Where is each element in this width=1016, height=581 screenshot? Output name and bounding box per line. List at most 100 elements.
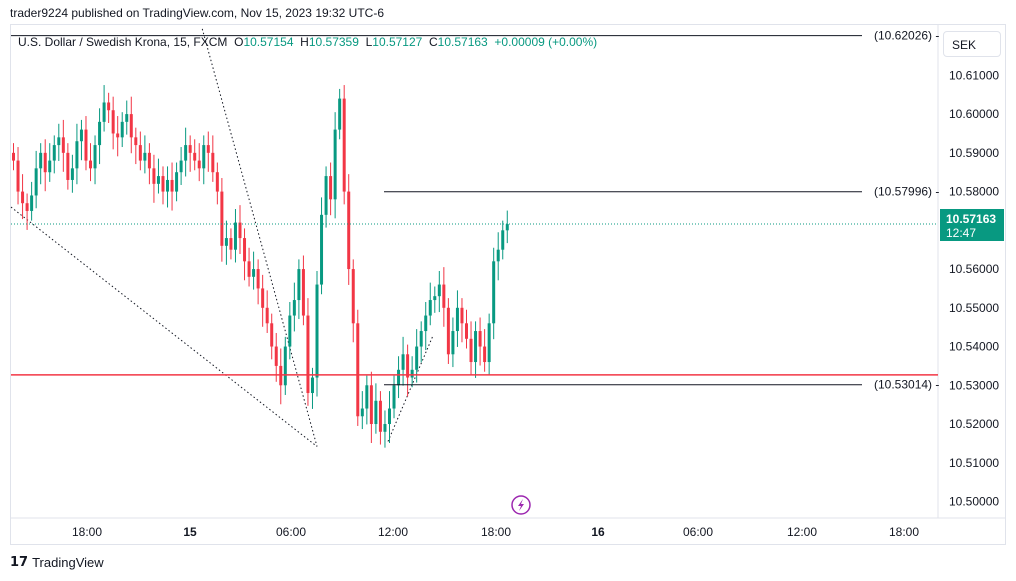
candle-body — [465, 323, 468, 339]
symbol-legend[interactable]: U.S. Dollar / Swedish Krona, 15, FXCM O1… — [18, 35, 598, 49]
candle-body — [12, 152, 15, 161]
candle-body — [184, 145, 188, 161]
candle-body — [52, 145, 56, 161]
candle-body — [442, 284, 446, 308]
candle-body — [446, 307, 450, 355]
candle-body — [89, 160, 93, 169]
candle-body — [25, 203, 29, 211]
candle-body — [496, 249, 500, 262]
time-axis: 18:00 15 06:00 12:00 18:00 16 06:00 12:00 18:00 — [72, 525, 919, 539]
tv-logo-icon: 17 — [10, 555, 29, 570]
candle-body — [129, 114, 133, 138]
candle-body — [474, 331, 478, 363]
time-tick-7: 12:00 — [787, 525, 817, 539]
candle-body — [166, 179, 170, 192]
candle-body — [79, 129, 83, 142]
candle-body — [292, 300, 296, 316]
candle-body — [202, 145, 206, 169]
time-tick-5: 16 — [591, 525, 605, 539]
candle-body — [57, 137, 61, 146]
low-value: 10.57127 — [372, 35, 423, 49]
price-tick-5: 10.55000 — [949, 301, 999, 315]
candle-body — [374, 400, 378, 425]
candle-body — [188, 145, 192, 153]
price-tick-3: 10.58000 — [949, 185, 999, 199]
price-tick-9: 10.51000 — [949, 456, 999, 470]
candle-body — [410, 369, 414, 378]
candle-body — [265, 307, 269, 324]
candle-body — [34, 168, 38, 196]
candle-body — [233, 222, 237, 250]
candle-body — [310, 377, 314, 394]
candle-body — [120, 121, 124, 138]
candle-body — [451, 331, 455, 355]
candle-body — [333, 129, 337, 200]
candle-body — [238, 222, 242, 239]
candle-body — [369, 385, 373, 425]
candle-body — [48, 160, 52, 173]
currency-button[interactable]: SEK — [943, 31, 1001, 57]
tradingview-logo[interactable]: 17 TradingView — [10, 555, 104, 570]
candle-body — [401, 354, 405, 370]
trend-line-rise[interactable] — [387, 334, 434, 442]
last-price-label: 10.57163 12:47 — [940, 209, 1004, 241]
candle-body — [419, 331, 423, 347]
candle-body — [505, 224, 509, 231]
chart-frame[interactable] — [10, 24, 1006, 545]
flash-icon[interactable] — [511, 495, 531, 515]
candle-body — [288, 315, 292, 347]
candle-body — [324, 176, 328, 215]
candle-body — [143, 152, 147, 161]
candle-body — [306, 315, 310, 394]
candle-body — [483, 346, 487, 363]
price-tick-7: 10.53000 — [949, 378, 999, 392]
candle-body — [455, 307, 459, 332]
candle-body — [424, 315, 428, 332]
candle-body — [397, 369, 401, 386]
candle-body — [501, 230, 505, 250]
last-price-value: 10.57163 — [946, 212, 997, 226]
candle-body — [75, 141, 79, 169]
open-value: 10.57154 — [243, 35, 294, 49]
time-tick-0: 18:00 — [72, 525, 102, 539]
candle-body — [329, 176, 333, 200]
candle-body — [243, 238, 247, 262]
candle-body — [70, 168, 74, 180]
candle-body — [433, 296, 437, 301]
candle-body — [342, 98, 346, 192]
price-tick-1: 10.60000 — [949, 107, 999, 121]
level-label-0: (10.62026) - — [874, 29, 939, 43]
price-tick-10: 10.50000 — [949, 495, 999, 509]
candle-body — [116, 133, 120, 138]
level-label-1: (10.57996) - — [874, 185, 939, 199]
candle-body — [84, 129, 88, 161]
price-tick-8: 10.52000 — [949, 417, 999, 431]
candle-body — [469, 338, 473, 363]
candle-body — [478, 331, 482, 347]
candle-body — [460, 307, 464, 324]
price-axis: 10.61000 10.60000 10.59000 10.58000 10.56000… — [949, 68, 999, 508]
candle-body — [93, 145, 97, 169]
candle-body — [347, 191, 351, 270]
price-tick-0: 10.61000 — [949, 68, 999, 82]
trend-line-upper[interactable] — [201, 28, 318, 447]
candle-body — [102, 102, 106, 122]
candle-body — [197, 160, 201, 169]
candle-body — [247, 261, 251, 277]
candle-body — [387, 408, 391, 425]
candle-body — [161, 176, 165, 192]
candle-body — [211, 152, 215, 173]
candle-body — [134, 137, 138, 146]
change-value: +0.00009 (+0.00%) — [494, 35, 598, 49]
candle-body — [215, 172, 219, 192]
trend-lines — [10, 28, 434, 447]
candle-body — [170, 179, 174, 192]
candle-body — [61, 137, 65, 153]
trend-line-left[interactable] — [10, 206, 318, 447]
close-value: 10.57163 — [437, 35, 488, 49]
horizontal-levels: (10.62026) - (10.57996) - (10.53014) - — [11, 29, 939, 392]
time-tick-4: 18:00 — [481, 525, 511, 539]
candle-body — [98, 121, 102, 146]
candle-body — [415, 346, 419, 370]
